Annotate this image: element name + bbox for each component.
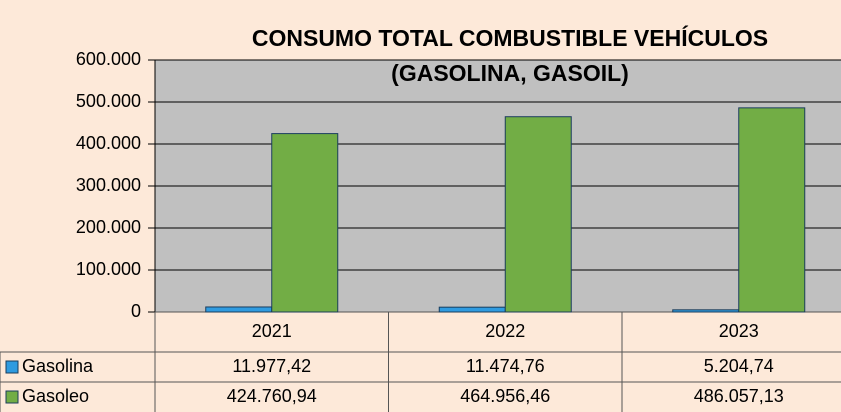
y-tick-label: 400.000	[76, 133, 141, 153]
data-label: 11.474,76	[466, 356, 545, 376]
x-tick-label: 2021	[252, 321, 292, 341]
y-tick-label: 300.000	[76, 175, 141, 195]
data-label: 464.956,46	[460, 386, 550, 406]
bar	[205, 306, 273, 313]
bar	[504, 116, 572, 313]
data-label: 5.204,74	[704, 356, 774, 376]
chart-title: CONSUMO TOTAL COMBUSTIBLE VEHÍCULOS	[252, 24, 768, 51]
y-tick-label: 100.000	[76, 259, 141, 279]
legend-label: Gasolina	[22, 356, 94, 376]
data-label: 486.057,13	[694, 386, 784, 406]
x-tick-label: 2022	[485, 321, 525, 341]
bar	[738, 107, 806, 313]
legend-key	[5, 390, 19, 404]
y-tick-label: 500.000	[76, 91, 141, 111]
y-tick-label: 0	[131, 301, 141, 321]
legend-key	[5, 360, 19, 374]
data-label: 11.977,42	[232, 356, 311, 376]
legend-label: Gasoleo	[22, 386, 89, 406]
bar	[672, 309, 740, 313]
x-tick-label: 2023	[719, 321, 759, 341]
chart-title: (GASOLINA, GASOIL)	[391, 60, 629, 86]
bar	[271, 133, 339, 313]
bar	[438, 306, 506, 313]
y-tick-label: 200.000	[76, 217, 141, 237]
y-tick-label: 600.000	[76, 49, 141, 69]
data-label: 424.760,94	[227, 386, 317, 406]
